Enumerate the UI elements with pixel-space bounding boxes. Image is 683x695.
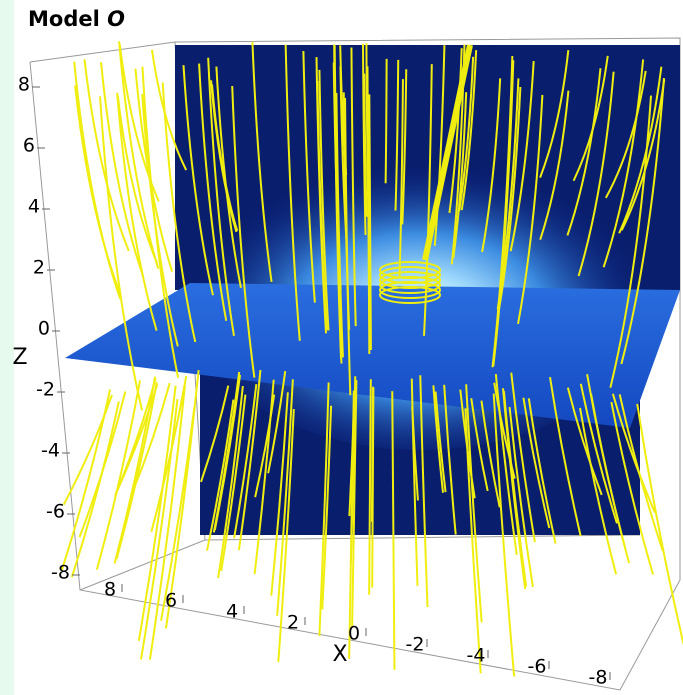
field-line — [72, 401, 119, 577]
z-tick-label: 6 — [23, 135, 35, 157]
x-tick-label: -4 — [467, 645, 486, 667]
x-tick-label: 2 — [287, 612, 299, 634]
field-line — [75, 85, 121, 295]
z-tick-label: 4 — [28, 196, 40, 218]
x-tick-label: -8 — [589, 667, 608, 689]
visualization: Model O 8 6 4 2 0 -2 -4 -6 -8 8 6 4 2 0 -2 -4 -6 -8 Z X — [0, 0, 683, 695]
field-line — [135, 69, 172, 272]
x-ticks: 8 6 4 2 0 -2 -4 -6 -8 — [104, 579, 610, 689]
field-line — [80, 391, 126, 537]
x-tick-label: 0 — [348, 623, 360, 645]
field-line — [637, 404, 683, 644]
x-axis-label: X — [332, 642, 347, 667]
field-line — [386, 59, 387, 183]
z-tick-label: -6 — [46, 501, 65, 523]
field-line — [97, 380, 140, 569]
z-axis-label: Z — [12, 345, 27, 370]
x-tick-label: -6 — [528, 656, 547, 678]
title: Model O — [28, 7, 125, 31]
x-tick-label: 6 — [165, 590, 177, 612]
field-line — [74, 62, 120, 299]
field-line — [372, 388, 373, 588]
z-tick-label: 2 — [33, 257, 45, 279]
z-tick-label: -8 — [51, 562, 70, 584]
field-line — [84, 59, 128, 250]
z-tick-label: -4 — [41, 440, 60, 462]
x-tick-label: -2 — [406, 634, 425, 656]
x-tick-label: 4 — [226, 601, 238, 623]
x-tick-label: 8 — [104, 579, 116, 601]
z-tick-label: 0 — [38, 318, 50, 340]
z-ticks: 8 6 4 2 0 -2 -4 -6 -8 — [18, 74, 80, 584]
z-tick-label: -2 — [36, 379, 55, 401]
z-tick-label: 8 — [18, 74, 30, 96]
